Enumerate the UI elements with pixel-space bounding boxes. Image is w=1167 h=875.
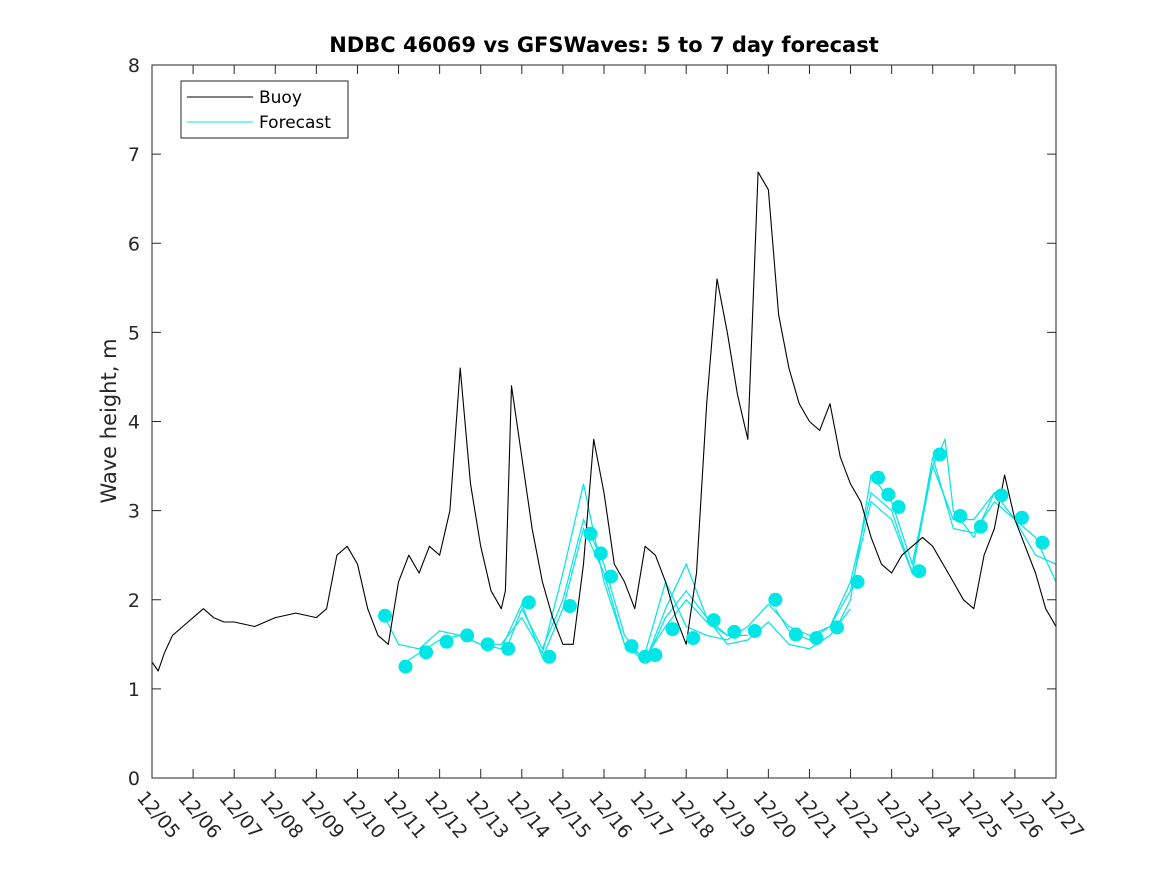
forecast-marker xyxy=(562,598,577,613)
y-axis-label: Wave height, m xyxy=(97,338,121,503)
forecast-marker xyxy=(1035,535,1050,550)
forecast-marker xyxy=(768,592,783,607)
forecast-marker xyxy=(542,649,557,664)
forecast-marker xyxy=(747,623,762,638)
axis-ticks xyxy=(151,64,1057,779)
forecast-marker xyxy=(727,624,742,639)
forecast-marker xyxy=(706,613,721,628)
forecast-marker xyxy=(881,487,896,502)
legend-buoy-label: Buoy xyxy=(259,88,302,108)
forecast-marker xyxy=(648,648,663,663)
forecast-marker xyxy=(460,628,475,643)
forecast-line xyxy=(644,463,995,654)
forecast-marker xyxy=(593,546,608,561)
plot-area xyxy=(152,65,1056,778)
y-tick-label: 6 xyxy=(128,233,140,255)
forecast-marker xyxy=(809,631,824,646)
forecast-markers xyxy=(377,447,1050,674)
forecast-marker xyxy=(994,488,1009,503)
chart-title: NDBC 46069 vs GFSWaves: 5 to 7 day forec… xyxy=(329,33,879,57)
forecast-marker xyxy=(953,508,968,523)
forecast-marker xyxy=(480,637,495,652)
y-tick-label: 8 xyxy=(128,55,140,77)
forecast-marker xyxy=(686,631,701,646)
forecast-line xyxy=(405,483,748,664)
forecast-marker xyxy=(829,620,844,635)
legend-box xyxy=(180,80,349,139)
plot-frame xyxy=(151,64,1057,779)
forecast-marker xyxy=(603,569,618,584)
forecast-marker xyxy=(521,595,536,610)
forecast-marker xyxy=(419,645,434,660)
forecast-marker xyxy=(501,641,516,656)
y-tick-label: 4 xyxy=(128,412,140,434)
legend: Buoy Forecast xyxy=(180,80,349,139)
forecast-marker xyxy=(912,564,927,579)
buoy-line xyxy=(151,171,1057,672)
forecast-line xyxy=(507,517,851,664)
forecast-marker xyxy=(398,659,413,674)
forecast-marker xyxy=(583,526,598,541)
y-tick-label: 2 xyxy=(128,590,140,612)
forecast-marker xyxy=(665,622,680,637)
forecast-marker xyxy=(1014,510,1029,525)
y-tick-label: 5 xyxy=(128,322,140,344)
y-tick-label: 0 xyxy=(128,768,140,790)
y-tick-label: 1 xyxy=(128,679,140,701)
forecast-marker xyxy=(850,574,865,589)
forecast-marker xyxy=(377,608,392,623)
forecast-marker xyxy=(891,500,906,515)
forecast-line xyxy=(384,526,728,660)
y-tick-labels: 0 1 2 3 4 5 6 7 8 xyxy=(128,55,140,790)
forecast-marker xyxy=(788,627,803,642)
forecast-marker xyxy=(973,519,988,534)
forecast-marker xyxy=(871,470,886,485)
forecast-marker xyxy=(932,447,947,462)
legend-forecast-label: Forecast xyxy=(259,113,331,133)
y-tick-label: 7 xyxy=(128,144,140,166)
forecast-marker xyxy=(624,639,639,654)
y-tick-label: 3 xyxy=(128,501,140,523)
forecast-marker xyxy=(439,634,454,649)
buoy-series xyxy=(151,171,1057,672)
